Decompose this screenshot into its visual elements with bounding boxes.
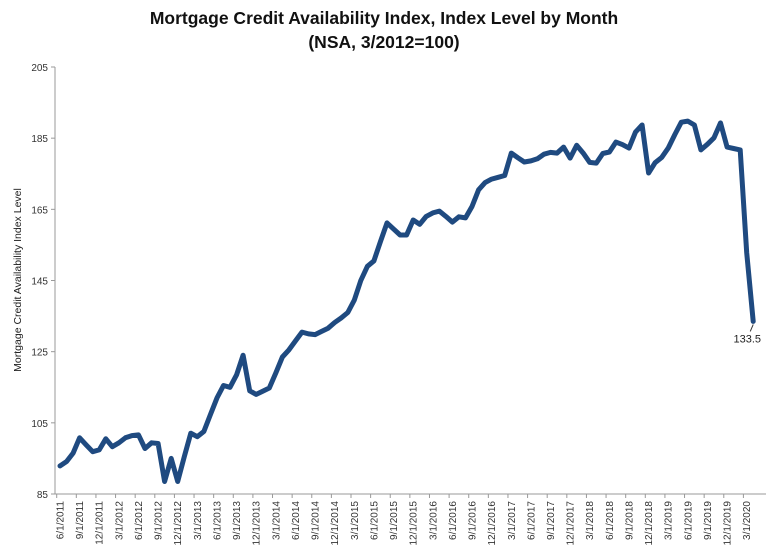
x-tick-label: 12/1/2019: [723, 501, 734, 546]
x-tick-label: 6/1/2015: [369, 501, 380, 540]
y-tick-label: 165: [31, 205, 48, 216]
x-tick-label: 3/1/2014: [271, 501, 282, 540]
x-tick-label: 6/1/2019: [683, 501, 694, 540]
x-tick-label: 12/1/2018: [644, 501, 655, 546]
x-tick-label: 9/1/2016: [468, 501, 479, 540]
y-tick-label: 205: [31, 63, 48, 74]
x-tick-label: 12/1/2016: [487, 501, 498, 546]
x-tick-label: 3/1/2012: [114, 501, 125, 540]
x-tick-label: 3/1/2019: [664, 501, 675, 540]
x-tick-label: 12/1/2012: [173, 501, 184, 546]
y-axis: 85 105 125 145 165 185 205: [31, 63, 56, 501]
y-tick-label: 105: [31, 419, 48, 430]
x-tick-label: 6/1/2014: [291, 501, 302, 540]
x-tick-label: 9/1/2012: [154, 501, 165, 540]
x-tick-label: 6/1/2018: [605, 501, 616, 540]
x-tick-label: 9/1/2017: [546, 501, 557, 540]
end-data-label: 133.5: [733, 333, 761, 345]
x-tick-label: 9/1/2019: [703, 501, 714, 540]
x-tick-label: 3/1/2015: [350, 501, 361, 540]
x-tick-label: 6/1/2011: [56, 501, 67, 540]
x-tick-label: 3/1/2018: [585, 501, 596, 540]
x-tick-label: 12/1/2013: [252, 501, 263, 546]
y-tick-label: 125: [31, 348, 48, 359]
x-tick-label: 9/1/2013: [232, 501, 243, 540]
y-tick-label: 145: [31, 277, 48, 288]
x-tick-label: 3/1/2013: [193, 501, 204, 540]
x-axis: 6/1/2011 9/1/2011 12/1/2011 3/1/2012 6/1/201…: [55, 493, 766, 546]
x-tick-label: 12/1/2017: [566, 501, 577, 546]
x-tick-label: 9/1/2015: [389, 501, 400, 540]
x-tick-label: 6/1/2016: [448, 501, 459, 540]
x-tick-label: 12/1/2011: [95, 501, 106, 545]
x-tick-label: 3/1/2016: [428, 501, 439, 540]
chart-title: Mortgage Credit Availability Index, Inde…: [149, 8, 619, 28]
x-tick-label: 12/1/2015: [409, 501, 420, 546]
x-tick-label: 9/1/2011: [75, 501, 86, 540]
x-tick-label: 9/1/2018: [624, 501, 635, 540]
chart-subtitle: (NSA, 3/2012=100): [308, 32, 460, 52]
y-tick-label: 85: [37, 490, 49, 501]
x-tick-label: 6/1/2017: [526, 501, 537, 540]
x-tick-label: 3/1/2017: [507, 501, 518, 540]
x-tick-label: 12/1/2014: [330, 501, 341, 546]
series-line: [57, 118, 756, 484]
x-tick-label: 6/1/2012: [134, 501, 145, 540]
end-label-leader: [749, 324, 754, 332]
y-tick-label: 185: [31, 134, 48, 145]
x-tick-label: 9/1/2014: [311, 501, 322, 540]
x-tick-label: 3/1/2020: [742, 501, 753, 540]
x-tick-label: 6/1/2013: [212, 501, 223, 540]
y-axis-label: Mortgage Credit Availability Index Level: [12, 188, 24, 372]
